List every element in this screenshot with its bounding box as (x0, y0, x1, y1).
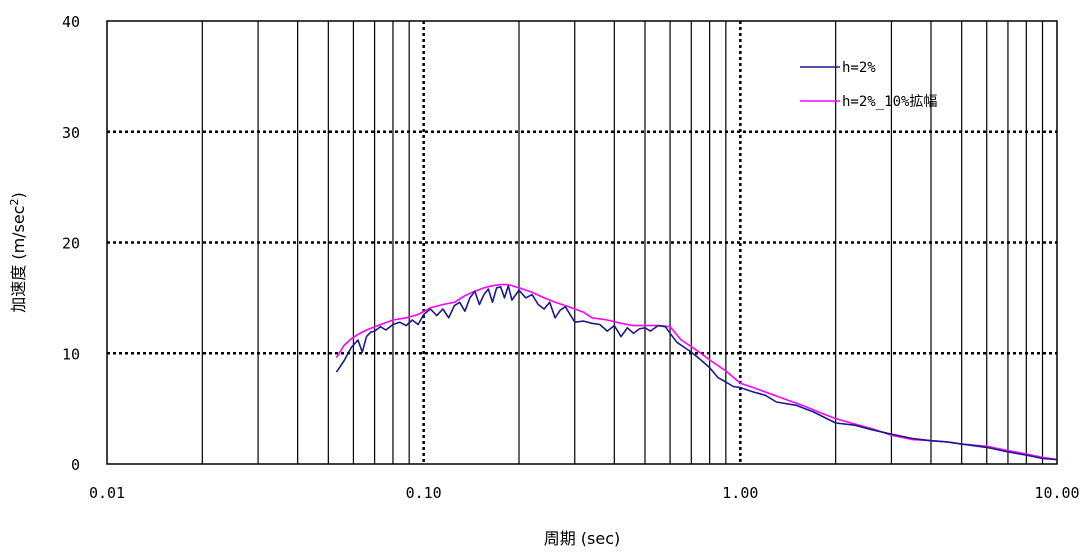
y-tick-label: 20 (62, 235, 80, 253)
plot-frame (106, 20, 1058, 465)
x-tick-label: 10.00 (1034, 484, 1079, 502)
y-axis-title: 加速度 (m/sec2) (8, 192, 29, 313)
tick-labels: 0.01 0.10 1.00 10.00 0 10 20 30 40 (62, 13, 1080, 502)
series-layer (335, 283, 1058, 461)
legend: h=2% h=2%_10%拡幅 (800, 60, 937, 110)
x-tick-label: 0.10 (406, 484, 442, 502)
y-tick-label: 0 (71, 456, 80, 474)
y-tick-label: 10 (62, 345, 80, 363)
series-line-h2 (335, 284, 1058, 461)
x-tick-label: 1.00 (722, 484, 758, 502)
y-tick-label: 30 (62, 124, 80, 142)
legend-label-h2: h=2% (842, 60, 876, 76)
major-gridlines (107, 21, 1057, 464)
minor-gridlines (201, 21, 1044, 464)
y-axis-title-superscript: 2 (8, 198, 21, 205)
y-tick-label: 40 (62, 13, 80, 31)
legend-label-h2-10-widened: h=2%_10%拡幅 (842, 94, 937, 110)
x-tick-label: 0.01 (89, 484, 125, 502)
y-axis-title-end: ) (9, 192, 28, 198)
y-axis-title-main: 加速度 (m/sec (9, 205, 28, 312)
x-axis-title: 周期 (sec) (544, 529, 621, 548)
